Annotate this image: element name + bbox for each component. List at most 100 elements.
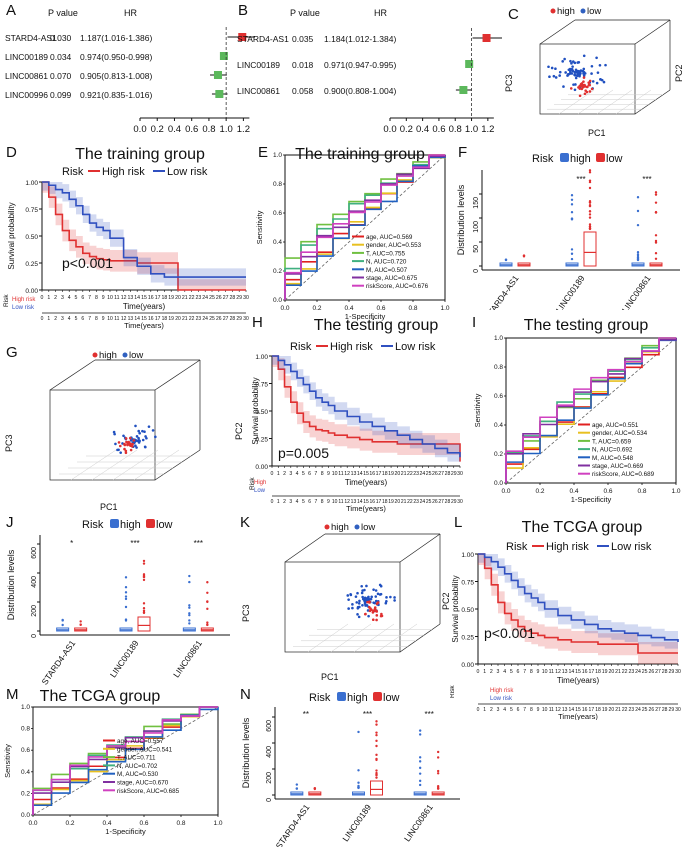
- box-outlier: [188, 613, 191, 617]
- box-ytick-label: 600: [31, 547, 38, 559]
- box-outlier: [570, 203, 574, 206]
- panel-letter-m: M: [6, 686, 19, 703]
- box-outlier: [375, 769, 378, 772]
- box-outlier: [436, 750, 440, 754]
- km-table-tick: 11: [338, 499, 343, 505]
- km-legend-low: Low risk: [611, 541, 652, 553]
- km-table-tick: 6: [517, 707, 520, 713]
- box-outlier: [206, 623, 209, 626]
- box-legend-low-swatch: [373, 692, 382, 701]
- box-y-label: Distribution levels: [456, 184, 466, 255]
- roc-xtick-label: 0.6: [603, 488, 612, 495]
- pca-point-high: [368, 601, 371, 604]
- km-xtick-label: 29: [451, 471, 457, 477]
- forest-gene-label: LINC00189: [5, 52, 48, 62]
- box-outlier: [206, 600, 209, 604]
- km-table-tick: 7: [314, 499, 317, 505]
- pca-point-high: [586, 85, 589, 88]
- pca-box-edge: [284, 533, 326, 563]
- pca-point-low: [134, 424, 137, 428]
- box-outlier: [375, 776, 378, 779]
- km-table-tick: 6: [81, 316, 84, 322]
- roc-xtick-label: 1.0: [440, 305, 449, 312]
- roc-frame: [505, 337, 677, 484]
- box-outlier: [588, 227, 592, 230]
- pca-point-low: [573, 61, 577, 65]
- pca-x-label: PC1: [321, 672, 339, 682]
- forest-gene-label: STARD4-AS1: [5, 33, 57, 43]
- forest-pvalue: 0.099: [50, 90, 72, 100]
- pca-point-low: [596, 71, 600, 74]
- roc-xtick-label: 0.6: [139, 820, 148, 827]
- box-significance: ***: [363, 710, 372, 719]
- km-table-tick: 20: [175, 316, 181, 322]
- pca-point-low: [547, 65, 550, 69]
- km-y-label: Survival probability: [451, 575, 460, 642]
- box-outlier: [375, 733, 378, 737]
- km-table-tick: 4: [296, 499, 299, 505]
- km-table-row-low: Low risk: [490, 696, 513, 702]
- panel-letter-j: J: [6, 514, 14, 531]
- km-table-tick: 24: [635, 707, 641, 713]
- km-table-tick: 29: [669, 707, 675, 713]
- box-outlier: [124, 591, 128, 594]
- roc-legend-label: M, AUC=0.548: [592, 455, 634, 462]
- box-outlier: [588, 171, 592, 174]
- pca-point-low: [374, 589, 378, 592]
- panel-letter-l: L: [454, 514, 463, 531]
- forest-pvalue: 0.070: [50, 71, 72, 81]
- pca-point-low: [356, 613, 359, 616]
- pca-z-label: PC2: [674, 64, 684, 82]
- panel-letter-d: D: [6, 144, 17, 161]
- km-xtick-label: 15: [575, 669, 581, 675]
- roc-ytick-label: 0.2: [494, 451, 503, 458]
- km-table-tick: 10: [107, 316, 113, 322]
- pca-point-low: [590, 64, 594, 68]
- pca-point-high: [577, 86, 580, 89]
- pca-legend-high: high: [557, 6, 575, 17]
- pca-point-low: [143, 445, 147, 449]
- km-xtick-label: 1: [277, 471, 280, 477]
- km-xtick-label: 29: [236, 295, 242, 301]
- km-xtick-label: 3: [289, 471, 292, 477]
- box-outlier: [188, 580, 191, 584]
- box-ytick-label: 0: [473, 269, 480, 273]
- box-outlier: [124, 605, 128, 609]
- km-table-tick: 3: [497, 707, 500, 713]
- pca-point-low: [571, 65, 574, 68]
- box-outlier: [188, 622, 191, 625]
- roc-xtick-label: 0.2: [312, 305, 321, 312]
- pca-point-low: [568, 69, 572, 73]
- box-outlier: [418, 772, 422, 775]
- forest-hr-marker: [465, 60, 474, 68]
- pca-point-high: [374, 609, 377, 613]
- pca-point-low: [602, 80, 606, 84]
- box-outlier: [357, 786, 360, 789]
- roc-legend-label: age, AUC=0.551: [592, 422, 639, 429]
- km-xtick-label: 14: [134, 295, 140, 301]
- pca-point-low: [576, 61, 580, 64]
- panel-letter-a: A: [6, 2, 17, 19]
- forest-tick-label: 0.2: [151, 124, 164, 135]
- pca-point-low: [114, 442, 117, 446]
- pca-point-high: [375, 618, 378, 622]
- box-plot-j: Risk high low 0 200 400 600 Distribution levels…: [6, 519, 230, 685]
- box-legend-high: high: [570, 153, 591, 165]
- km-xtick-label: 2: [283, 471, 286, 477]
- km-table-tick: 19: [388, 499, 394, 505]
- pca-point-low: [361, 603, 364, 607]
- box-gene-label: LINC00861: [402, 802, 435, 843]
- roc-legend-label: T, AUC=0.711: [117, 755, 156, 762]
- forest-header-hr: HR: [124, 8, 137, 18]
- roc-ytick-label: 1.0: [494, 335, 503, 342]
- roc-ytick-label: 0.2: [273, 268, 282, 275]
- forest-pvalue: 0.058: [292, 86, 314, 96]
- forest-pvalue: 0.030: [50, 33, 72, 43]
- pca-point-low: [357, 602, 361, 605]
- box-legend-low: low: [383, 692, 400, 704]
- forest-hr-text: 1.184(1.012-1.384): [324, 34, 396, 44]
- pca-y-label: PC3: [504, 74, 514, 92]
- roc-plot-m: The TCGA group 0.00.0 0.2 0.2 0.4 0.4 0.6 0.6 0.…: [3, 688, 223, 836]
